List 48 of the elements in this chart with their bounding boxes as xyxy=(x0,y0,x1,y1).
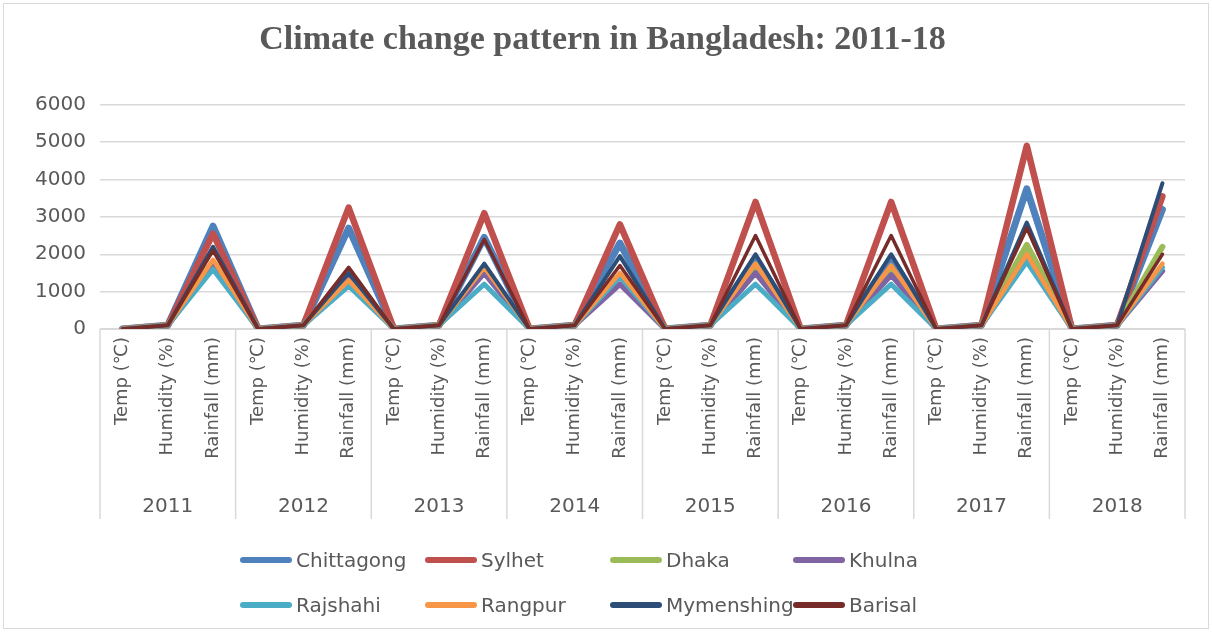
text: 2016 xyxy=(820,493,872,518)
text: 2014 xyxy=(549,493,601,518)
legend-label: Khulna xyxy=(849,548,918,572)
x-tick-label: Rainfall (mm) xyxy=(743,337,765,459)
chart-title: Climate change pattern in Bangladesh: 2011-18 xyxy=(259,19,946,57)
x-tick-label: Temp (℃) xyxy=(381,337,403,426)
x-tick-label: Humidity (%) xyxy=(426,337,448,456)
legend-label: Rangpur xyxy=(481,593,566,617)
x-tick-label: Temp (℃) xyxy=(517,337,539,426)
x-tick-label: Humidity (%) xyxy=(969,337,991,456)
x-tick-label: Humidity (%) xyxy=(291,337,313,456)
legend-label: Dhaka xyxy=(666,548,730,572)
text: 2012 xyxy=(277,493,329,518)
text: 2013 xyxy=(413,493,465,518)
legend-label: Rajshahi xyxy=(296,593,381,617)
y-tick-label: 4000 xyxy=(35,165,86,190)
legend-label: Mymenshing xyxy=(666,593,794,617)
x-tick-label: Rainfall (mm) xyxy=(336,337,358,459)
x-tick-label: Temp (℃) xyxy=(788,337,810,426)
x-tick-label: Temp (℃) xyxy=(924,337,946,426)
y-tick-label: 2000 xyxy=(35,240,86,265)
y-tick-label: 6000 xyxy=(35,91,86,115)
x-tick-label: Rainfall (mm) xyxy=(1014,337,1036,459)
x-tick-label: Humidity (%) xyxy=(697,337,719,456)
x-tick-label: Rainfall (mm) xyxy=(607,337,629,459)
x-tick-label: Rainfall (mm) xyxy=(200,337,222,459)
x-tick-label: Rainfall (mm) xyxy=(1150,337,1172,459)
text: 2017 xyxy=(956,493,1008,518)
x-tick-label: Temp (℃) xyxy=(1059,337,1081,426)
text: 2018 xyxy=(1091,493,1143,518)
y-tick-label: 3000 xyxy=(35,203,86,228)
y-tick-label: 1000 xyxy=(35,277,86,302)
legend-label: Chittagong xyxy=(296,548,407,572)
x-tick-label: Humidity (%) xyxy=(1104,337,1126,456)
x-tick-label: Humidity (%) xyxy=(562,337,584,456)
x-tick-label: Temp (℃) xyxy=(652,337,674,426)
x-tick-label: Temp (℃) xyxy=(245,337,267,426)
legend-label: Sylhet xyxy=(481,548,544,572)
x-tick-label: Humidity (%) xyxy=(833,337,855,456)
y-tick-label: 5000 xyxy=(35,128,86,153)
text: 2011 xyxy=(142,493,194,518)
legend-label: Barisal xyxy=(849,593,917,617)
x-tick-label: Temp (℃) xyxy=(110,337,132,426)
x-tick-label: Rainfall (mm) xyxy=(471,337,493,459)
x-tick-label: Rainfall (mm) xyxy=(878,337,900,459)
text: 2015 xyxy=(684,493,736,518)
y-tick-label: 0 xyxy=(73,315,86,340)
x-tick-label: Humidity (%) xyxy=(155,337,177,456)
